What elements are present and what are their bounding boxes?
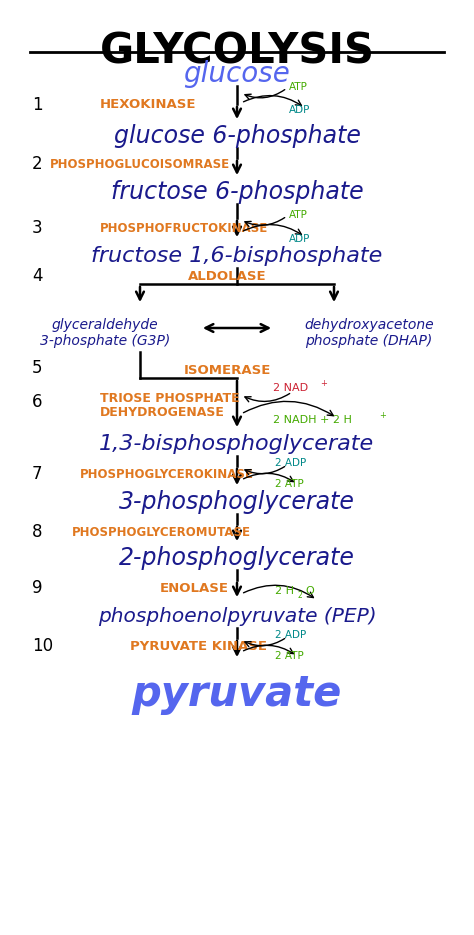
Text: 2 H: 2 H: [275, 586, 294, 596]
Text: 2 ATP: 2 ATP: [275, 651, 304, 661]
Text: DEHYDROGENASE: DEHYDROGENASE: [100, 406, 225, 419]
Text: 1,3-bisphosphoglycerate: 1,3-bisphosphoglycerate: [100, 434, 374, 454]
Text: 2 ADP: 2 ADP: [275, 458, 306, 468]
Text: 2 NADH + 2 H: 2 NADH + 2 H: [273, 415, 352, 425]
Text: fructose 1,6-bisphosphate: fructose 1,6-bisphosphate: [91, 246, 383, 266]
Text: glyceraldehyde
3-phosphate (G3P): glyceraldehyde 3-phosphate (G3P): [40, 318, 170, 348]
Text: 2 ATP: 2 ATP: [275, 479, 304, 489]
Text: 2 NAD: 2 NAD: [273, 383, 308, 393]
Text: 2: 2: [298, 591, 303, 599]
Text: ATP: ATP: [289, 210, 308, 220]
Text: phosphoenolpyruvate (PEP): phosphoenolpyruvate (PEP): [98, 607, 376, 626]
Text: +: +: [320, 380, 327, 389]
Text: 8: 8: [32, 523, 43, 541]
Text: 5: 5: [32, 359, 43, 377]
Text: 2: 2: [32, 155, 43, 173]
Text: 9: 9: [32, 579, 43, 597]
Text: ISOMERASE: ISOMERASE: [183, 364, 271, 377]
Text: O: O: [305, 586, 314, 596]
Text: ATP: ATP: [289, 82, 308, 92]
Text: 4: 4: [32, 267, 43, 285]
Text: fructose 6-phosphate: fructose 6-phosphate: [111, 180, 363, 204]
Text: PYRUVATE KINASE: PYRUVATE KINASE: [130, 640, 267, 653]
Text: ADP: ADP: [289, 234, 310, 244]
Text: dehydroxyacetone
phosphate (DHAP): dehydroxyacetone phosphate (DHAP): [304, 318, 434, 348]
Text: PHOSPHOGLYCEROKINASE: PHOSPHOGLYCEROKINASE: [80, 468, 254, 481]
Text: TRIOSE PHOSPHATE: TRIOSE PHOSPHATE: [100, 392, 240, 405]
Text: +: +: [379, 411, 386, 421]
Text: ENOLASE: ENOLASE: [160, 582, 229, 595]
Text: PHOSPHOGLYCEROMUTASE: PHOSPHOGLYCEROMUTASE: [72, 525, 251, 539]
Text: HEXOKINASE: HEXOKINASE: [100, 98, 197, 111]
Text: GLYCOLYSIS: GLYCOLYSIS: [100, 30, 374, 72]
Text: pyruvate: pyruvate: [132, 673, 342, 715]
Text: 2-phosphoglycerate: 2-phosphoglycerate: [119, 546, 355, 570]
Text: 6: 6: [32, 393, 43, 411]
Text: 3-phosphoglycerate: 3-phosphoglycerate: [119, 490, 355, 514]
Text: ALDOLASE: ALDOLASE: [188, 269, 266, 282]
Text: PHOSPHOGLUCOISOMRASE: PHOSPHOGLUCOISOMRASE: [50, 157, 230, 170]
Text: 3: 3: [32, 219, 43, 237]
Text: PHOSPHOFRUCTOKINASE: PHOSPHOFRUCTOKINASE: [100, 222, 268, 235]
Text: 2 ADP: 2 ADP: [275, 630, 306, 640]
Text: 10: 10: [32, 637, 53, 655]
Text: glucose: glucose: [183, 60, 291, 88]
Text: ADP: ADP: [289, 105, 310, 115]
Text: 1: 1: [32, 96, 43, 114]
Text: glucose 6-phosphate: glucose 6-phosphate: [114, 124, 360, 148]
Text: 7: 7: [32, 465, 43, 483]
